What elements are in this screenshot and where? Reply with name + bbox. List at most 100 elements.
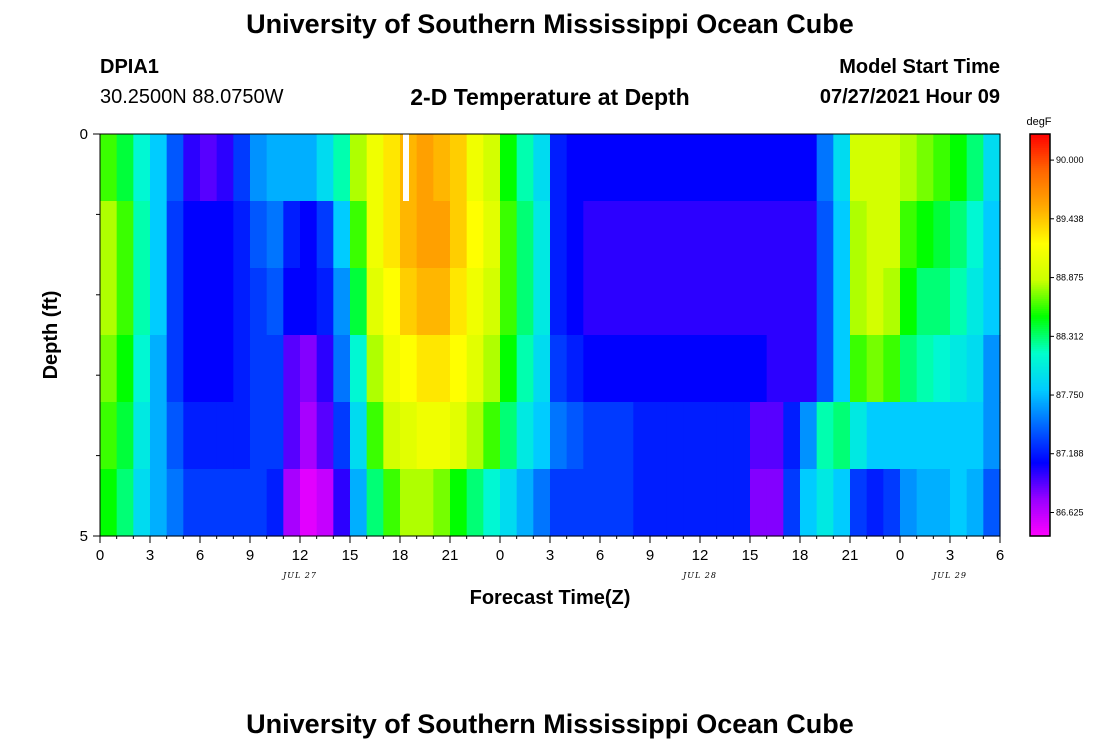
station-coordinates: 30.2500N 88.0750W [100, 86, 284, 108]
heatmap-cell [333, 335, 351, 403]
heatmap-cell [433, 268, 451, 336]
heatmap-cell [300, 402, 318, 470]
heatmap-cell [816, 201, 834, 269]
heatmap-cell [283, 268, 301, 336]
heatmap-cell [283, 201, 301, 269]
colorbar-swatch [1030, 200, 1050, 203]
heatmap-cell [183, 469, 201, 537]
heatmap-cell [616, 134, 634, 202]
colorbar-swatch [1030, 278, 1050, 282]
heatmap-cell [250, 335, 268, 403]
heatmap-cell [233, 134, 251, 202]
x-tick-label: 9 [646, 547, 654, 564]
colorbar-swatch [1030, 148, 1050, 151]
colorbar-swatch [1030, 483, 1050, 487]
heatmap-cell [366, 134, 384, 202]
heatmap-cell [250, 469, 268, 537]
heatmap-cell [800, 469, 818, 537]
colorbar-swatch [1030, 497, 1050, 501]
colorbar-swatch [1030, 248, 1050, 252]
heatmap-cell [916, 469, 934, 537]
heatmap-cell [550, 335, 568, 403]
heatmap-cell [950, 201, 968, 269]
heatmap-cell [800, 268, 818, 336]
colorbar-swatch [1030, 178, 1050, 181]
colorbar-swatch [1030, 208, 1050, 211]
colorbar-swatch [1030, 274, 1050, 278]
heatmap-cell [166, 201, 184, 269]
model-start-label: Model Start Time [839, 56, 1000, 78]
heatmap-cell [566, 268, 584, 336]
colorbar-swatch [1030, 385, 1050, 388]
heatmap-cell [516, 201, 534, 269]
heatmap-cell [450, 268, 468, 336]
heatmap-cell [500, 268, 518, 336]
colorbar-swatch [1030, 246, 1050, 250]
heatmap-cell [133, 469, 151, 537]
heatmap-cell [833, 201, 851, 269]
colorbar-swatch [1030, 288, 1050, 292]
heatmap-cell [883, 335, 901, 403]
colorbar-swatch [1030, 369, 1050, 372]
colorbar-swatch [1030, 286, 1050, 290]
heatmap-cell [700, 402, 718, 470]
colorbar-swatch [1030, 290, 1050, 294]
heatmap-cell [716, 268, 734, 336]
heatmap-cell [916, 335, 934, 403]
colorbar-swatch [1030, 501, 1050, 505]
colorbar-swatch [1030, 401, 1050, 404]
heatmap-cell [133, 134, 151, 202]
colorbar-swatch [1030, 457, 1050, 461]
heatmap-cell [283, 134, 301, 202]
heatmap-cell [633, 402, 651, 470]
heatmap-cell [433, 469, 451, 537]
heatmap-cell [500, 201, 518, 269]
heatmap-cell [350, 402, 368, 470]
heatmap-cell [500, 134, 518, 202]
colorbar-swatch [1030, 347, 1050, 350]
heatmap-cell [366, 201, 384, 269]
colorbar-swatch [1030, 489, 1050, 493]
colorbar-swatch [1030, 302, 1050, 306]
heatmap-cell [383, 268, 401, 336]
heatmap-cell [550, 469, 568, 537]
heatmap-cell [133, 201, 151, 269]
heatmap-cell [916, 268, 934, 336]
heatmap-cell [466, 268, 484, 336]
heatmap-cell [516, 469, 534, 537]
colorbar-swatch [1030, 465, 1050, 469]
heatmap-cell [250, 201, 268, 269]
heatmap-cell [233, 201, 251, 269]
heatmap-cell [850, 469, 868, 537]
colorbar-swatch [1030, 262, 1050, 266]
heatmap-cell [500, 469, 518, 537]
heatmap-cell [733, 268, 751, 336]
colorbar-swatch [1030, 198, 1050, 201]
heatmap-cell [966, 402, 984, 470]
heatmap-cell [533, 469, 551, 537]
heatmap-cell [350, 201, 368, 269]
colorbar-label: 88.875 [1056, 273, 1084, 283]
heatmap-cell [933, 335, 951, 403]
heatmap-cell [150, 402, 168, 470]
heatmap-cell [850, 201, 868, 269]
heatmap-cell [383, 469, 401, 537]
x-axis-title: Forecast Time(Z) [470, 587, 631, 609]
heatmap-cell [716, 402, 734, 470]
colorbar-swatch [1030, 527, 1050, 531]
x-tick-label: 21 [442, 547, 459, 564]
colorbar-swatch [1030, 499, 1050, 503]
heatmap-cell [783, 201, 801, 269]
colorbar-swatch [1030, 182, 1050, 185]
heatmap-cell [466, 201, 484, 269]
heatmap-cell [516, 335, 534, 403]
y-tick-label: 0 [80, 126, 88, 143]
x-date-label: JUL 29 [931, 571, 967, 580]
x-tick-label: 0 [496, 547, 504, 564]
colorbar-swatch [1030, 264, 1050, 268]
heatmap-cell [666, 402, 684, 470]
heatmap-cell [733, 469, 751, 537]
colorbar-swatch [1030, 188, 1050, 191]
colorbar-swatch [1030, 330, 1050, 334]
colorbar-swatch [1030, 445, 1050, 449]
